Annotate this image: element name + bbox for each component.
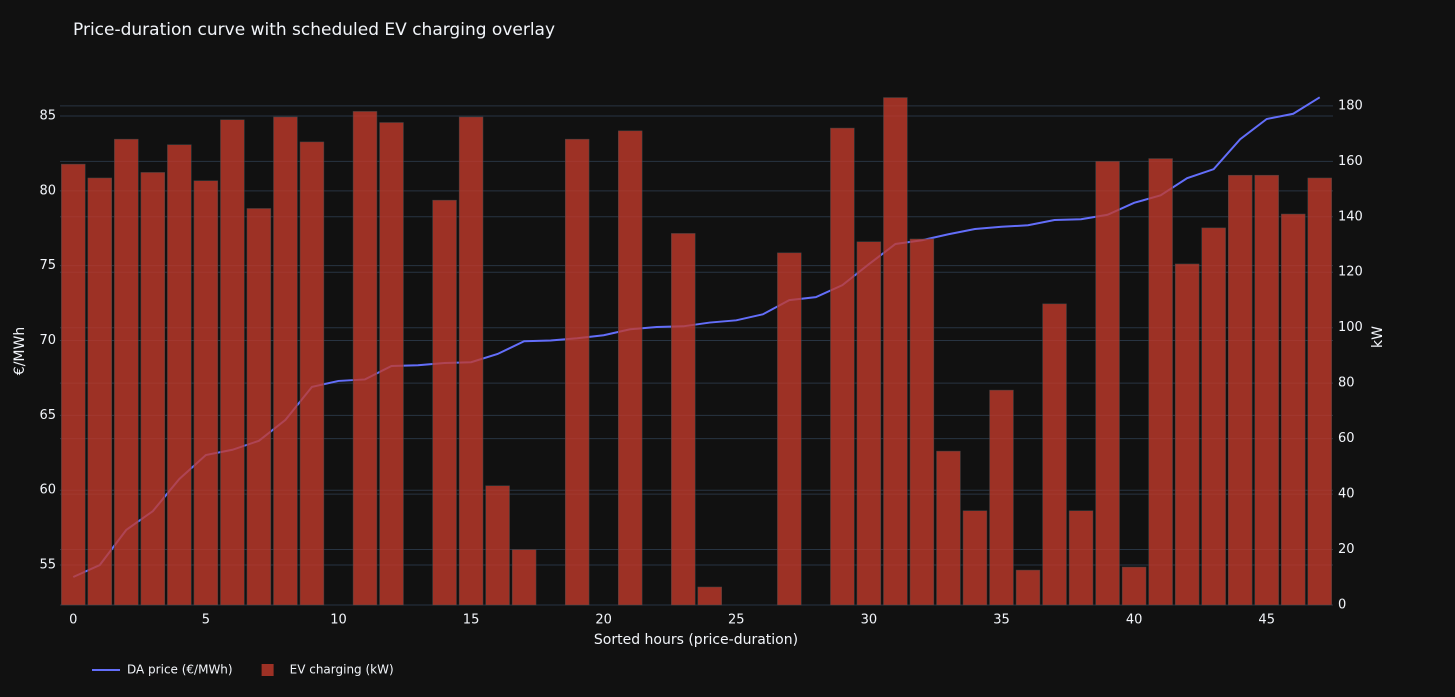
bar (193, 180, 219, 606)
bar (671, 233, 696, 606)
bar (1254, 174, 1279, 606)
bar (1121, 566, 1147, 606)
x-axis-title: Sorted hours (price-duration) (594, 632, 798, 648)
x-tick-label: 45 (1258, 613, 1275, 628)
bar (989, 389, 1014, 606)
bar (114, 138, 139, 606)
y-tick-label: 70 (39, 333, 56, 348)
bar (618, 130, 643, 606)
bar (379, 122, 404, 606)
bar (1042, 303, 1067, 606)
y2-tick-label: 20 (1338, 542, 1355, 557)
legend-label: DA price (€/MWh) (127, 663, 233, 677)
bar (458, 116, 484, 606)
y2-tick-label: 180 (1338, 98, 1363, 113)
bar (856, 241, 882, 606)
x-tick-label: 35 (993, 613, 1010, 628)
bar (1068, 510, 1094, 606)
bar (352, 111, 378, 606)
bar (1307, 177, 1332, 606)
bar (167, 144, 192, 606)
bar (1201, 227, 1226, 606)
bar (485, 485, 510, 606)
x-tick-label: 15 (463, 613, 480, 628)
bar (962, 510, 988, 606)
bar (1281, 213, 1306, 606)
x-tick-label: 20 (595, 613, 612, 628)
x-tick-label: 30 (861, 613, 878, 628)
y2-axis-title: kW (1370, 326, 1386, 348)
bar (87, 177, 112, 606)
y2-tick-label: 80 (1338, 376, 1355, 391)
y2-tick-label: 140 (1338, 209, 1363, 224)
bar (1015, 569, 1041, 606)
y-tick-label: 75 (39, 258, 56, 273)
bar (299, 141, 325, 606)
bar (220, 119, 245, 606)
y-tick-label: 55 (39, 558, 56, 573)
bar (61, 163, 86, 606)
bar (883, 97, 908, 606)
x-tick-label: 40 (1126, 613, 1143, 628)
bar (1148, 158, 1173, 606)
bar (1095, 161, 1120, 606)
x-tick-label: 25 (728, 613, 745, 628)
bar (777, 252, 802, 606)
bar (511, 549, 537, 606)
y2-tick-label: 0 (1338, 598, 1346, 613)
bar (564, 138, 590, 606)
y2-tick-label: 160 (1338, 154, 1363, 169)
legend-label: EV charging (kW) (290, 663, 394, 677)
chart-title: Price-duration curve with scheduled EV c… (73, 20, 555, 40)
y-axis-title: €/MWh (12, 327, 28, 375)
bar (1227, 174, 1253, 606)
y-tick-label: 65 (39, 408, 56, 423)
bar (830, 127, 855, 606)
y2-tick-label: 40 (1338, 487, 1355, 502)
bar (909, 238, 935, 606)
x-tick-label: 10 (330, 613, 347, 628)
y2-tick-label: 60 (1338, 431, 1355, 446)
bar (697, 586, 722, 606)
bar (432, 199, 457, 606)
x-tick-label: 0 (69, 613, 77, 628)
bar (246, 208, 272, 606)
x-tick-label: 5 (202, 613, 210, 628)
bar (936, 450, 961, 606)
bar (273, 116, 298, 606)
y-tick-label: 80 (39, 183, 56, 198)
legend-swatch (261, 664, 274, 676)
y2-tick-label: 100 (1338, 320, 1363, 335)
bar (140, 172, 166, 606)
bar (1174, 263, 1200, 606)
y-tick-label: 60 (39, 483, 56, 498)
y2-tick-label: 120 (1338, 265, 1363, 280)
y-tick-label: 85 (39, 109, 56, 124)
